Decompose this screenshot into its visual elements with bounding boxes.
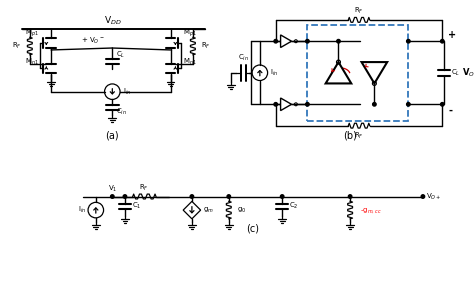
Polygon shape: [362, 62, 387, 83]
Text: g$_m$: g$_m$: [202, 205, 213, 215]
Circle shape: [281, 195, 284, 198]
Text: C$_2$: C$_2$: [289, 201, 299, 211]
Circle shape: [227, 195, 230, 198]
Text: M$_{p1}$: M$_{p1}$: [25, 28, 39, 39]
Text: +: +: [448, 30, 456, 40]
Text: M$_{n1}$: M$_{n1}$: [25, 57, 39, 67]
Text: R$_{F}$: R$_{F}$: [354, 130, 364, 141]
Circle shape: [123, 195, 127, 198]
Text: C$_1$: C$_1$: [132, 201, 141, 211]
Text: V$_{O+}$: V$_{O+}$: [426, 191, 441, 202]
Text: V$_1$: V$_1$: [108, 183, 117, 194]
Text: -: -: [448, 105, 452, 115]
Circle shape: [274, 103, 277, 106]
Text: I$_{in}$: I$_{in}$: [123, 87, 131, 97]
Circle shape: [190, 195, 194, 198]
Circle shape: [440, 40, 444, 43]
Circle shape: [421, 195, 425, 198]
Circle shape: [440, 103, 444, 106]
Text: M$_{p1}$: M$_{p1}$: [183, 28, 197, 39]
Circle shape: [348, 195, 352, 198]
Text: R$_{F}$: R$_{F}$: [354, 6, 364, 16]
Circle shape: [407, 40, 410, 43]
Circle shape: [306, 40, 309, 43]
Polygon shape: [281, 35, 292, 47]
Text: C$_{in}$: C$_{in}$: [238, 53, 249, 63]
Text: I$_{in}$: I$_{in}$: [270, 68, 278, 78]
Circle shape: [337, 40, 340, 43]
Text: (a): (a): [106, 130, 119, 140]
Text: C$_{in}$: C$_{in}$: [116, 107, 128, 117]
Text: g$_0$: g$_0$: [237, 205, 246, 215]
Polygon shape: [326, 62, 351, 83]
Text: V$_O$: V$_O$: [462, 66, 474, 79]
Circle shape: [110, 195, 114, 198]
Text: C$_{L}$: C$_{L}$: [451, 68, 460, 78]
Circle shape: [306, 103, 309, 106]
Text: I$_{in}$: I$_{in}$: [78, 205, 86, 215]
Text: R$_{F}$: R$_{F}$: [201, 41, 210, 51]
Text: R$_{F}$: R$_{F}$: [12, 41, 22, 51]
Polygon shape: [281, 98, 292, 111]
Text: + V$_O$$^-$: + V$_O$$^-$: [81, 36, 105, 46]
Text: M$_{n1}$: M$_{n1}$: [183, 57, 197, 67]
Circle shape: [274, 40, 277, 43]
Text: (c): (c): [246, 223, 260, 233]
Text: -g$_{m,cc}$: -g$_{m,cc}$: [360, 206, 382, 215]
Circle shape: [373, 103, 376, 106]
Text: R$_{F}$: R$_{F}$: [139, 182, 149, 193]
Circle shape: [407, 103, 410, 106]
Text: V$_{DD}$: V$_{DD}$: [104, 14, 122, 27]
Text: C$_{L}$: C$_{L}$: [116, 50, 126, 60]
Text: (b): (b): [343, 130, 357, 140]
